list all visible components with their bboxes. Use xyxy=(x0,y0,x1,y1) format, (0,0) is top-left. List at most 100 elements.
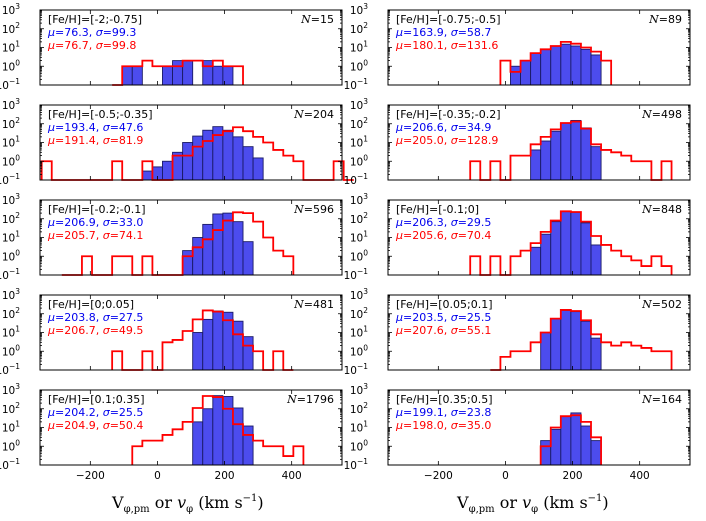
model-bar xyxy=(590,54,602,86)
model-bar xyxy=(590,146,602,181)
y-tick-label: 101 xyxy=(2,135,20,150)
y-tick-label: 102 xyxy=(350,211,368,226)
panel-feh-01-035: −200 0 200 400 10−1 100 101 102 103 [Fe/H]=[0.1;0… xyxy=(0,382,343,482)
observed-stats-label: μ=205.7, σ=74.1 xyxy=(47,229,143,242)
y-tick-label: 100 xyxy=(2,58,20,73)
model-bar xyxy=(182,250,194,276)
y-tick-label: 102 xyxy=(2,211,20,226)
y-tick-label: 10−1 xyxy=(0,172,20,187)
model-histogram xyxy=(510,43,602,86)
y-tick-label: 103 xyxy=(350,287,368,302)
model-bar xyxy=(232,136,244,181)
model-histogram xyxy=(141,126,264,181)
observed-stats-label: μ=206.7, σ=49.5 xyxy=(47,324,143,337)
y-tick-label: 101 xyxy=(2,230,20,245)
model-bar xyxy=(580,425,592,466)
model-bar xyxy=(202,318,214,371)
sample-size-label: N=498 xyxy=(641,108,682,121)
y-tick-label: 10−1 xyxy=(0,77,20,92)
y-tick-label: 103 xyxy=(350,192,368,207)
y-tick-label: 101 xyxy=(350,230,368,245)
x-tick-label: 400 xyxy=(282,470,302,482)
model-bar xyxy=(570,412,582,466)
y-tick-label: 101 xyxy=(2,420,20,435)
panel-feh-m01-0: 10−1 100 101 102 103 [Fe/H]=[-0.1;0]μ=206.3, … xyxy=(344,192,691,282)
model-bar xyxy=(540,48,552,86)
model-bar xyxy=(560,309,572,371)
y-tick-label: 103 xyxy=(2,97,20,112)
model-bar xyxy=(540,332,552,371)
observed-stats-label: μ=180.1, σ=131.6 xyxy=(395,39,498,52)
y-tick-label: 101 xyxy=(350,135,368,150)
model-bar xyxy=(212,395,224,466)
model-bar xyxy=(212,65,224,86)
model-bar xyxy=(182,60,194,86)
observed-stats-label: μ=204.9, σ=50.4 xyxy=(47,419,143,432)
feh-range-label: [Fe/H]=[-0.75;-0.5] xyxy=(396,13,500,26)
y-tick-label: 101 xyxy=(350,420,368,435)
model-histogram xyxy=(540,412,602,466)
model-bar xyxy=(560,415,572,466)
observed-histogram-line xyxy=(499,40,613,85)
model-bar xyxy=(560,210,572,276)
model-bar xyxy=(252,157,264,181)
sample-size-label: N=89 xyxy=(648,13,682,26)
model-bar xyxy=(590,244,602,276)
model-bar xyxy=(202,223,214,276)
model-bar xyxy=(530,52,542,86)
model-bar xyxy=(222,212,234,276)
observed-histogram-line xyxy=(111,309,294,371)
observed-histogram-line xyxy=(469,210,673,276)
y-tick-label: 102 xyxy=(2,116,20,131)
observed-histogram-line xyxy=(539,414,602,465)
model-bar xyxy=(550,428,562,466)
model-bar xyxy=(590,440,602,466)
model-bar xyxy=(560,122,572,181)
model-bar xyxy=(121,65,133,86)
y-tick-label: 100 xyxy=(2,248,20,263)
y-tick-label: 102 xyxy=(2,21,20,36)
y-tick-label: 10−1 xyxy=(344,77,369,92)
feh-range-label: [Fe/H]=[0;0.05] xyxy=(48,298,134,311)
model-bar xyxy=(540,140,552,181)
model-bar xyxy=(242,425,254,466)
model-bar xyxy=(232,320,244,371)
model-bar xyxy=(242,146,254,181)
model-histogram xyxy=(182,212,254,276)
model-histogram xyxy=(121,60,234,86)
y-tick-label: 100 xyxy=(350,58,368,73)
feh-range-label: [Fe/H]=[-0.2;-0.1] xyxy=(48,203,146,216)
model-bar xyxy=(192,135,204,181)
y-tick-label: 10−1 xyxy=(0,457,20,472)
y-tick-label: 103 xyxy=(350,2,368,17)
y-tick-label: 101 xyxy=(350,40,368,55)
observed-stats-label: μ=76.7, σ=99.8 xyxy=(47,39,136,52)
model-stats-label: μ=203.8, σ=27.5 xyxy=(47,311,143,324)
panel-feh-m05-m035: 10−1 100 101 102 103 [Fe/H]=[-0.5;-0.35]μ=193… xyxy=(0,97,354,187)
model-bar xyxy=(242,336,254,371)
observed-stats-label: μ=198.0, σ=35.0 xyxy=(395,419,491,432)
observed-stats-label: μ=205.6, σ=70.4 xyxy=(395,229,491,242)
model-bar xyxy=(192,421,204,466)
x-tick-label: −200 xyxy=(76,470,105,482)
panel-feh-035-05: −200 0 200 400 10−1 100 101 102 103 [Fe/H]=[0.35;… xyxy=(344,382,691,482)
y-tick-label: 102 xyxy=(2,306,20,321)
x-axis-label-left: Vφ,pm or vφ (km s−1) xyxy=(111,493,264,515)
y-tick-label: 102 xyxy=(350,21,368,36)
model-bar xyxy=(560,43,572,86)
model-bar xyxy=(530,246,542,276)
model-bar xyxy=(182,142,194,181)
panel-feh-m075-m05: 10−1 100 101 102 103 [Fe/H]=[-0.75;-0.5]μ=163… xyxy=(344,2,691,92)
y-tick-label: 100 xyxy=(2,343,20,358)
model-stats-label: μ=76.3, σ=99.3 xyxy=(47,26,136,39)
feh-range-label: [Fe/H]=[-0.5;-0.35] xyxy=(48,108,152,121)
model-histogram xyxy=(530,210,602,276)
model-stats-label: μ=193.4, σ=47.6 xyxy=(47,121,143,134)
y-tick-label: 103 xyxy=(2,192,20,207)
model-bar xyxy=(590,337,602,371)
feh-range-label: [Fe/H]=[-0.35;-0.2] xyxy=(396,108,500,121)
y-tick-label: 10−1 xyxy=(344,457,369,472)
sample-size-label: N=1796 xyxy=(286,393,334,406)
x-tick-label: 400 xyxy=(630,470,650,482)
model-histogram xyxy=(540,309,602,371)
